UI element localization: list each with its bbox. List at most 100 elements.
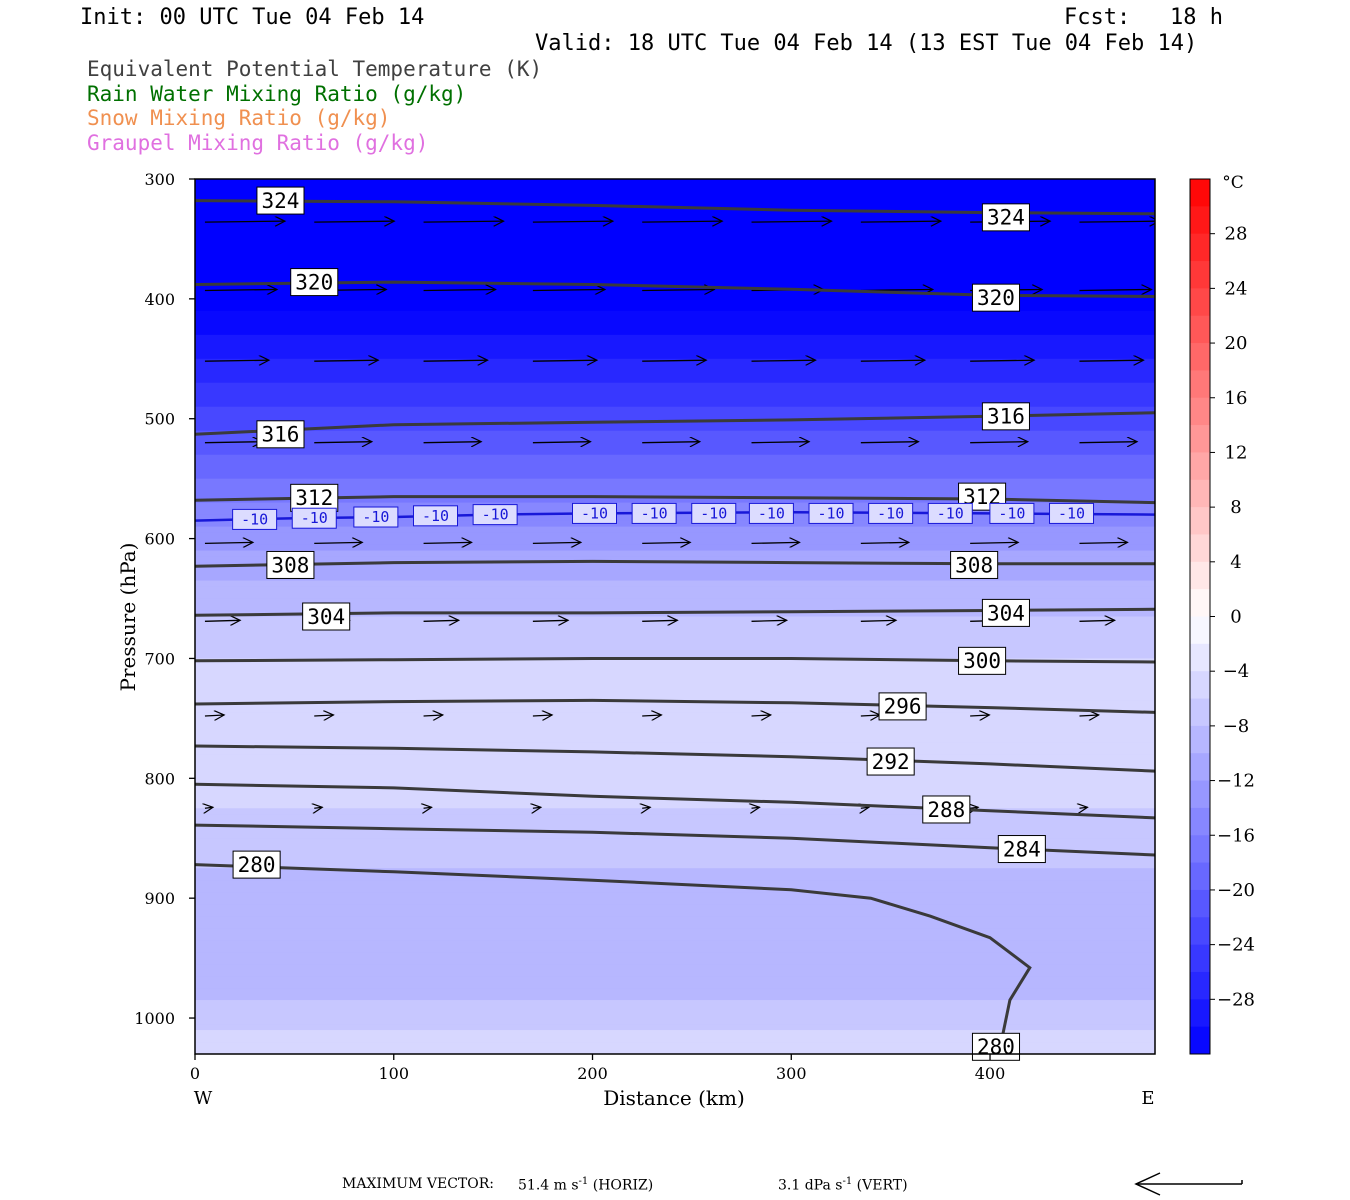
contour-label: 296 (884, 695, 922, 719)
temperature-band (195, 586, 1155, 594)
colorbar-step (1190, 179, 1210, 207)
y-tick-label: 700 (144, 649, 175, 668)
wind-vector (751, 360, 816, 361)
legend-graupel-mixing-ratio: Graupel Mixing Ratio (g/kg) (87, 131, 429, 155)
temperature-band (195, 358, 1155, 366)
temperature-band (195, 868, 1155, 875)
temperature-band (195, 262, 1155, 270)
temperature-band (195, 802, 1155, 809)
colorbar-tick-label: 0 (1230, 607, 1241, 628)
temperature-band (195, 706, 1155, 713)
temperature-band (195, 676, 1155, 684)
temperature-band (195, 190, 1155, 198)
temperature-band (195, 664, 1155, 672)
colorbar-step (1190, 835, 1210, 864)
wind-vector (861, 807, 869, 808)
wind-vector (1079, 715, 1098, 716)
temperature-band (195, 460, 1155, 468)
temperature-band (195, 472, 1155, 480)
colorbar-step (1190, 233, 1210, 262)
temperature-band (195, 940, 1155, 947)
temperature-band (195, 658, 1155, 666)
legend-rain-water-mixing-ratio: Rain Water Mixing Ratio (g/kg) (87, 82, 467, 106)
colorbar-step (1190, 889, 1210, 918)
temperature-band (195, 622, 1155, 630)
wind-vector (752, 807, 760, 808)
contour-label-box (950, 550, 999, 579)
temperature-band (195, 1000, 1155, 1007)
colorbar-step (1190, 725, 1210, 754)
colorbar-tick-label: 24 (1225, 278, 1248, 299)
plot-frame (194, 178, 1156, 1055)
temperature-label: -10 (482, 506, 509, 524)
contour-label: 284 (1003, 837, 1041, 861)
temperature-band (195, 490, 1155, 498)
colorbar-tick-label: −20 (1217, 880, 1255, 901)
wind-vector (970, 360, 1034, 361)
temperature-band (195, 454, 1155, 462)
wind-vector (204, 620, 240, 621)
temperature-band (195, 838, 1155, 845)
wind-vector (860, 542, 909, 543)
wind-vector (314, 715, 333, 716)
y-tick-label: 400 (144, 290, 175, 309)
wind-vector (423, 221, 504, 222)
temperature-label: -10 (937, 504, 964, 522)
legend-equivalent-potential-temperature: Equivalent Potential Temperature (K) (87, 57, 543, 81)
temperature-band (195, 898, 1155, 905)
theta-e-contour-288 (195, 782, 1155, 820)
x-tick-label: 400 (975, 1064, 1006, 1083)
wind-vector (642, 807, 650, 808)
forecast-hour: Fcst: 18 h (1064, 5, 1223, 30)
temperature-band (195, 682, 1155, 690)
temperature-band (195, 376, 1155, 384)
temperature-band (195, 730, 1155, 737)
contour-label-box (256, 420, 305, 449)
temperature-label-box (353, 506, 399, 528)
temperature-label: -10 (700, 504, 727, 522)
colorbar-tick-label: 20 (1225, 333, 1248, 354)
temperature-band (195, 328, 1155, 336)
contour-label-box (958, 646, 1007, 675)
temperature-band (195, 208, 1155, 216)
wind-vector (860, 715, 880, 716)
temperature-band (195, 196, 1155, 204)
colorbar-step (1190, 944, 1210, 973)
colorbar-step (1190, 1026, 1210, 1055)
temperature-band (195, 478, 1155, 486)
temperature-band (195, 886, 1155, 893)
colorbar-tick-label: −24 (1217, 935, 1255, 956)
wind-vector (1079, 442, 1137, 443)
contour-label: 280 (238, 853, 276, 877)
temperature-label-box (412, 505, 458, 527)
temperature-band (195, 670, 1155, 678)
wind-vector (642, 360, 706, 361)
temperature-band (195, 346, 1155, 354)
temperature-band (195, 814, 1155, 821)
temperature-band (195, 772, 1155, 779)
temperature-band (195, 910, 1155, 917)
temperature-band (195, 226, 1155, 234)
max-vector-vert: 3.1 dPa s-1 (VERT) (778, 1176, 908, 1194)
temperature-label: -10 (1058, 504, 1085, 522)
temperature-band (195, 958, 1155, 965)
y-tick-label: 900 (144, 889, 175, 908)
wind-vector (532, 221, 613, 222)
temperature-label: -10 (241, 510, 268, 528)
temperature-band (195, 754, 1155, 761)
colorbar-step (1190, 589, 1210, 617)
temperature-label-box (291, 507, 337, 529)
temperature-band (195, 904, 1155, 911)
contour-label-box (997, 835, 1046, 864)
x-axis: 0 100 200 300 400 (190, 1054, 1005, 1083)
contour-label: 320 (295, 270, 333, 294)
temperature-band (195, 574, 1155, 582)
temperature-band (195, 556, 1155, 564)
temperature-band (195, 916, 1155, 923)
temperature-label: -10 (301, 509, 328, 527)
colorbar-step (1190, 561, 1210, 590)
wind-vector (860, 442, 919, 443)
wind-vector (204, 360, 269, 361)
wind-vector (204, 221, 285, 222)
temperature-band (195, 448, 1155, 456)
